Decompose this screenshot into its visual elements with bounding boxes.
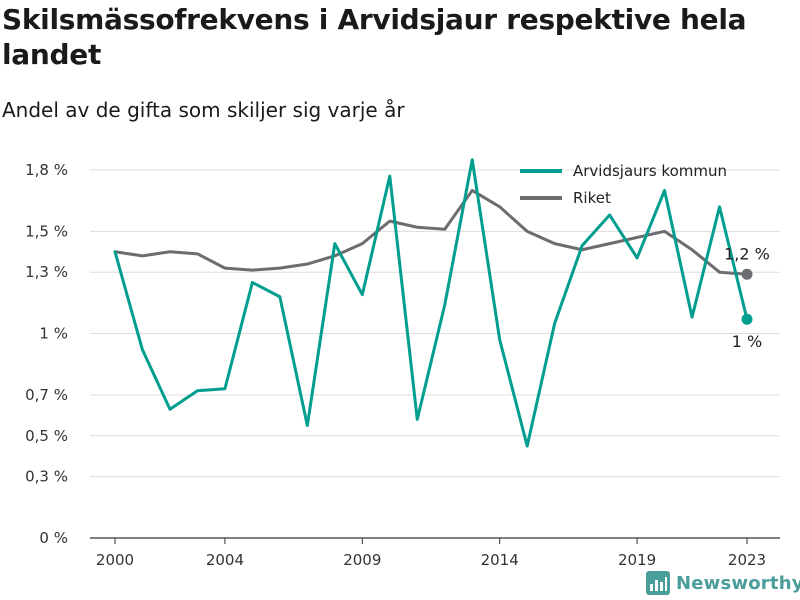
x-tick-label: 2000	[96, 551, 134, 569]
brand-logo: Newsworthy	[646, 571, 800, 595]
y-tick-label: 0,3 %	[25, 468, 68, 486]
legend-label: Arvidsjaurs kommun	[573, 162, 727, 180]
series-line-riket	[113, 188, 749, 276]
end-markers: 1 % 1,2 %	[724, 244, 770, 351]
y-tick-label: 0 %	[39, 529, 68, 547]
x-tick-label: 2023	[728, 551, 766, 569]
x-tick-label: 2014	[481, 551, 519, 569]
end-marker	[741, 313, 753, 325]
y-axis-tick-labels: 0 % 0,3 % 0,5 % 0,7 % 1 % 1,3 % 1,5 % 1,8 %	[25, 161, 68, 547]
y-tick-label: 1,5 %	[25, 222, 68, 240]
x-axis: 2000 2004 2009 2014 2019 2023	[90, 537, 780, 569]
end-value-label: 1,2 %	[724, 244, 770, 263]
y-tick-label: 0,5 %	[25, 427, 68, 445]
legend-label: Riket	[573, 189, 611, 207]
grid-lines	[90, 169, 780, 539]
chart-subtitle: Andel av de gifta som skiljer sig varje …	[2, 98, 405, 122]
y-tick-label: 1,8 %	[25, 161, 68, 179]
y-tick-label: 0,7 %	[25, 386, 68, 404]
brand-name: Newsworthy	[676, 572, 800, 594]
y-tick-label: 1 %	[39, 325, 68, 343]
x-tick-label: 2019	[618, 551, 656, 569]
y-tick-label: 1,3 %	[25, 263, 68, 281]
end-value-label: 1 %	[732, 332, 762, 351]
bar-chart-logo-icon	[646, 571, 670, 595]
x-tick-label: 2004	[206, 551, 244, 569]
series-lines	[113, 158, 749, 448]
end-marker	[741, 268, 753, 280]
chart-title: Skilsmässofrekvens i Arvidsjaur respekti…	[2, 3, 747, 71]
legend: Arvidsjaurs kommun Riket	[520, 162, 727, 207]
series-line-arvidsjaur	[113, 158, 749, 448]
x-tick-label: 2009	[343, 551, 381, 569]
